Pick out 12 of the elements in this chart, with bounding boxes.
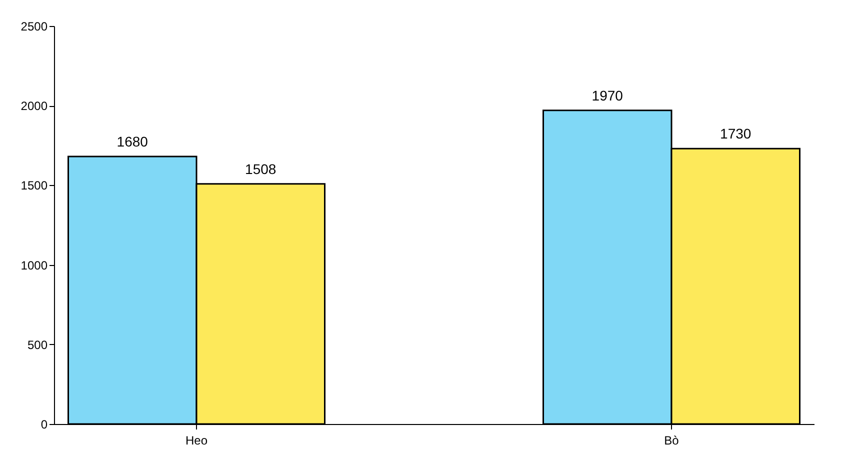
y-tick-label: 500 [27, 338, 48, 352]
y-tick-label: 0 [40, 418, 48, 432]
data-label: 1680 [116, 134, 148, 150]
data-label: 1730 [720, 126, 752, 142]
x-tick-label: Heo [185, 434, 208, 448]
y-tick-label: 1000 [20, 258, 48, 272]
x-tick-label: Bò [664, 434, 680, 448]
data-label: 1508 [245, 160, 276, 177]
y-tick-label: 2500 [20, 20, 48, 34]
y-tick-label: 1500 [20, 178, 48, 193]
data-label: 1970 [592, 87, 624, 104]
y-tick-label: 2000 [20, 99, 48, 114]
